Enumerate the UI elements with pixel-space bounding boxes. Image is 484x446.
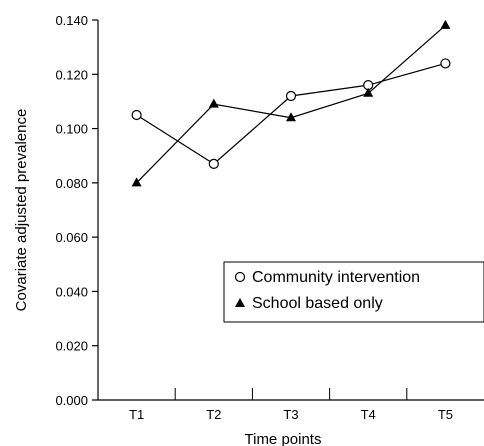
- x-tick-label-t3: T3: [283, 407, 298, 422]
- series-layer: [131, 19, 451, 187]
- point-school-based-only-t5: [440, 19, 451, 29]
- y-tick-label-3: 0.060: [55, 230, 88, 245]
- x-axis-ticks: T1 T2 T3 T4 T5: [129, 388, 453, 422]
- legend-label-community-intervention: Community intervention: [252, 269, 420, 286]
- y-tick-label-2: 0.040: [55, 284, 88, 299]
- y-tick-label-0: 0.000: [55, 393, 88, 408]
- axes: [97, 20, 484, 401]
- legend: Community intervention School based only: [223, 261, 484, 323]
- y-tick-label-4: 0.080: [55, 176, 88, 191]
- y-tick-label-1: 0.020: [55, 339, 88, 354]
- x-axis-title: Time points: [245, 431, 322, 446]
- point-community-intervention-t3: [285, 90, 297, 102]
- legend-box: [223, 261, 484, 323]
- point-school-based-only-t4: [363, 87, 374, 97]
- point-school-based-only-t2: [208, 98, 219, 108]
- x-tick-label-t1: T1: [129, 407, 144, 422]
- y-axis-ticks: 0.000 0.020 0.040 0.060 0.080 0.100 0.120 0.140: [55, 13, 98, 408]
- y-tick-label-5: 0.100: [55, 122, 88, 137]
- y-tick-label-6: 0.120: [55, 67, 88, 82]
- point-community-intervention-t1: [131, 109, 142, 121]
- legend-marker-school-based-only: [235, 298, 245, 307]
- y-tick-label-7: 0.140: [55, 13, 88, 28]
- point-community-intervention-t2: [208, 158, 219, 169]
- legend-label-school-based-only: School based only: [252, 295, 383, 312]
- point-school-based-only-t1: [131, 177, 142, 187]
- legend-marker-community-intervention: [234, 271, 246, 283]
- x-tick-label-t5: T5: [438, 407, 453, 422]
- x-tick-label-t2: T2: [206, 407, 221, 422]
- point-community-intervention-t5: [440, 58, 451, 69]
- point-school-based-only-t3: [286, 112, 296, 122]
- series-line-school-based-only: [136, 24, 446, 184]
- y-axis-title: Covariate adjusted prevalence: [13, 109, 30, 312]
- x-tick-label-t4: T4: [361, 407, 376, 422]
